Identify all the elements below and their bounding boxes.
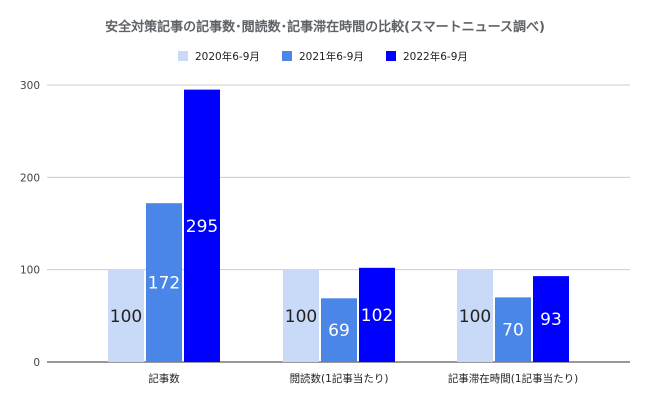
chart-title: 安全対策記事の記事数･閲読数･記事滞在時間の比較(スマートニュース調べ) — [105, 19, 545, 35]
legend-swatch-2022 — [386, 51, 396, 61]
bar-label-2-series-2: 93 — [540, 310, 562, 330]
legend-swatch-2020 — [178, 51, 188, 61]
data-labels: 100 172 295 100 69 102 100 70 93 — [110, 217, 562, 341]
bar-1-series-2 — [359, 267, 395, 362]
category-label-1: 閲読数(1記事当たり) — [290, 372, 389, 385]
y-tick-label-300: 300 — [20, 80, 40, 92]
bar-1-series-1 — [321, 298, 357, 362]
x-axis-categories: 記事数 閲読数(1記事当たり) 記事滞在時間(1記事当たり) — [148, 372, 578, 385]
legend-label-2020: 2020年6-9月 — [195, 50, 260, 63]
bar-label-2-series-1: 70 — [502, 321, 524, 341]
bar-label-1-series-2: 102 — [361, 306, 393, 326]
bar-label-1-series-1: 69 — [328, 321, 350, 341]
y-tick-label-0: 0 — [33, 357, 40, 369]
y-tick-label-100: 100 — [20, 265, 40, 277]
gridlines — [47, 84, 630, 363]
bar-0-series-2 — [184, 89, 220, 362]
category-label-0: 記事数 — [148, 372, 180, 385]
bar-label-2-series-0: 100 — [459, 307, 491, 327]
bar-label-0-series-0: 100 — [110, 307, 142, 327]
bar-1-series-0 — [283, 269, 319, 362]
bar-0-series-1 — [146, 203, 182, 362]
bar-label-0-series-2: 295 — [186, 217, 218, 237]
legend-swatch-2021 — [282, 51, 292, 61]
bars — [108, 89, 569, 362]
y-axis-ticks: 0 100 200 300 — [20, 80, 40, 369]
bar-0-series-0 — [108, 269, 144, 362]
legend-label-2022: 2022年6-9月 — [403, 50, 468, 63]
legend-label-2021: 2021年6-9月 — [299, 50, 364, 63]
bar-label-0-series-1: 172 — [148, 274, 180, 294]
legend: 2020年6-9月 2021年6-9月 2022年6-9月 — [178, 50, 468, 63]
y-tick-label-200: 200 — [20, 172, 40, 184]
bar-2-series-2 — [533, 276, 569, 362]
bar-label-1-series-0: 100 — [285, 307, 317, 327]
bar-2-series-0 — [457, 269, 493, 362]
category-label-2: 記事滞在時間(1記事当たり) — [448, 372, 578, 385]
bar-2-series-1 — [495, 297, 531, 362]
